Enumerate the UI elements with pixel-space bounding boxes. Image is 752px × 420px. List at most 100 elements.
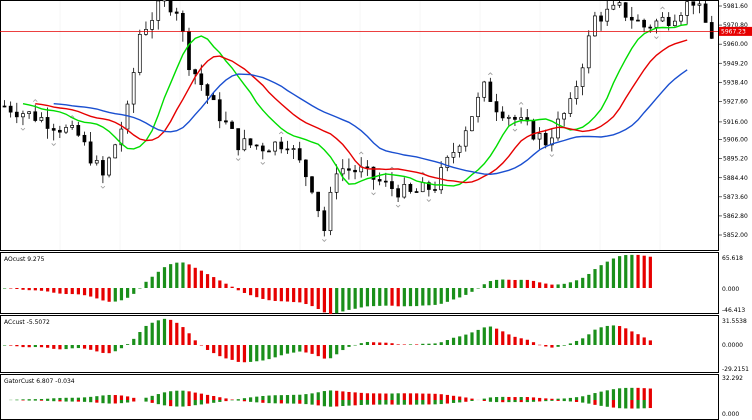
gator-upper-bar (126, 396, 130, 400)
gator-upper-bar (611, 389, 616, 400)
ao-bar (156, 271, 160, 288)
gator-lower-bar (82, 400, 87, 402)
gator-upper-bar (279, 395, 283, 400)
ac-pane-frame[interactable] (0, 315, 719, 373)
ac-bar (27, 345, 31, 348)
fractal-down-marker (260, 162, 266, 165)
gator-upper-bar (328, 390, 333, 400)
gator-lower-bar (347, 400, 351, 406)
gator-lower-bar (89, 400, 93, 403)
gator-lower-bar (538, 400, 542, 402)
price-tick-label: 5852.00 (723, 232, 748, 239)
candle-up (580, 67, 585, 87)
ao-bar (230, 286, 234, 288)
candle-down (353, 169, 357, 173)
ac-bar (242, 345, 247, 363)
ac-bar (396, 344, 400, 345)
gator-lower-bar (415, 400, 419, 405)
main-chart-frame[interactable] (0, 0, 719, 251)
ao-bar (495, 279, 499, 288)
gator-upper-bar (488, 397, 493, 400)
candle-up (273, 141, 277, 152)
gator-upper-bar (144, 397, 148, 400)
gator-upper-bar (89, 396, 93, 400)
ac-bar (335, 345, 339, 355)
ao-histogram (3, 254, 652, 315)
ao-bar (519, 279, 523, 288)
candle-down (199, 73, 204, 85)
candle-down (14, 111, 19, 118)
gator-lower-bar (562, 400, 566, 402)
ac-bar (599, 327, 603, 345)
ac-bar (408, 344, 413, 345)
gator-upper-bar (285, 395, 290, 400)
gator-lower-bar (599, 400, 603, 406)
gator-lower-bar (648, 400, 652, 409)
ac-bar (175, 322, 179, 345)
candle-down (316, 191, 320, 212)
ao-bar (175, 262, 179, 288)
candle-down (390, 181, 394, 189)
candle-up (556, 118, 560, 139)
gator-lower-bar (267, 400, 271, 404)
ao-bar (378, 288, 382, 306)
ao-bar (624, 255, 628, 288)
ac-bar (33, 345, 37, 348)
ao-bar (218, 280, 222, 288)
gator-upper-bar (218, 397, 222, 400)
ao-bar (21, 288, 25, 290)
gator-lower-bar (396, 400, 400, 405)
gator-lower-bar (144, 400, 148, 402)
fractal-markers (20, 6, 665, 242)
ac-bar (581, 338, 585, 345)
gator-upper-bar (335, 390, 339, 400)
ao-bar (328, 288, 333, 315)
gator-upper-bar (574, 397, 579, 400)
fractal-up-marker (488, 72, 493, 76)
gator-upper-bar (304, 394, 308, 400)
ac-bar (378, 342, 382, 345)
gator-lower-bar (316, 400, 320, 406)
ao-pane-label: AOcust 9.275 (4, 256, 45, 263)
candle-up (549, 137, 554, 146)
ao-bar (427, 288, 431, 306)
candle-down (709, 22, 714, 39)
candle-down (513, 116, 517, 120)
gator-lower-bar (574, 400, 579, 402)
ac-bar (199, 345, 203, 346)
ao-axis-min: -46.413 (722, 307, 745, 314)
gator-lower-bar (630, 400, 634, 409)
candle-down (51, 128, 56, 131)
ao-pane-frame[interactable] (0, 252, 719, 314)
ac-bar (169, 319, 173, 345)
gator-lower-bar (64, 400, 68, 402)
price-tick-label: 5862.80 (723, 213, 748, 220)
candle-up (334, 173, 339, 193)
gator-upper-bar (562, 398, 566, 400)
ac-bar (193, 340, 197, 345)
candle-up (150, 20, 154, 30)
candle-up (64, 127, 68, 133)
gator-lower-bar (261, 400, 265, 403)
gator-lower-bar (279, 400, 283, 404)
ao-bar (501, 279, 505, 288)
price-tick-label: 5884.40 (723, 175, 748, 182)
ao-bar (538, 282, 542, 288)
gator-upper-bar (593, 393, 597, 400)
gator-upper-bar (415, 393, 419, 400)
candle-up (506, 116, 511, 119)
gator-lower-bar (58, 400, 62, 402)
ac-histogram (3, 318, 652, 363)
gator-lower-bar (495, 400, 499, 403)
candle-up (672, 20, 677, 26)
candle-down (217, 99, 222, 122)
ao-bar (642, 255, 646, 288)
ac-bar (298, 345, 302, 352)
ac-bar (507, 334, 511, 345)
gator-lower-bar (162, 400, 167, 406)
ac-bar (58, 345, 62, 350)
gator-lower-bar (421, 400, 425, 405)
candle-up (537, 133, 542, 140)
gator-lower-bar (501, 400, 505, 403)
